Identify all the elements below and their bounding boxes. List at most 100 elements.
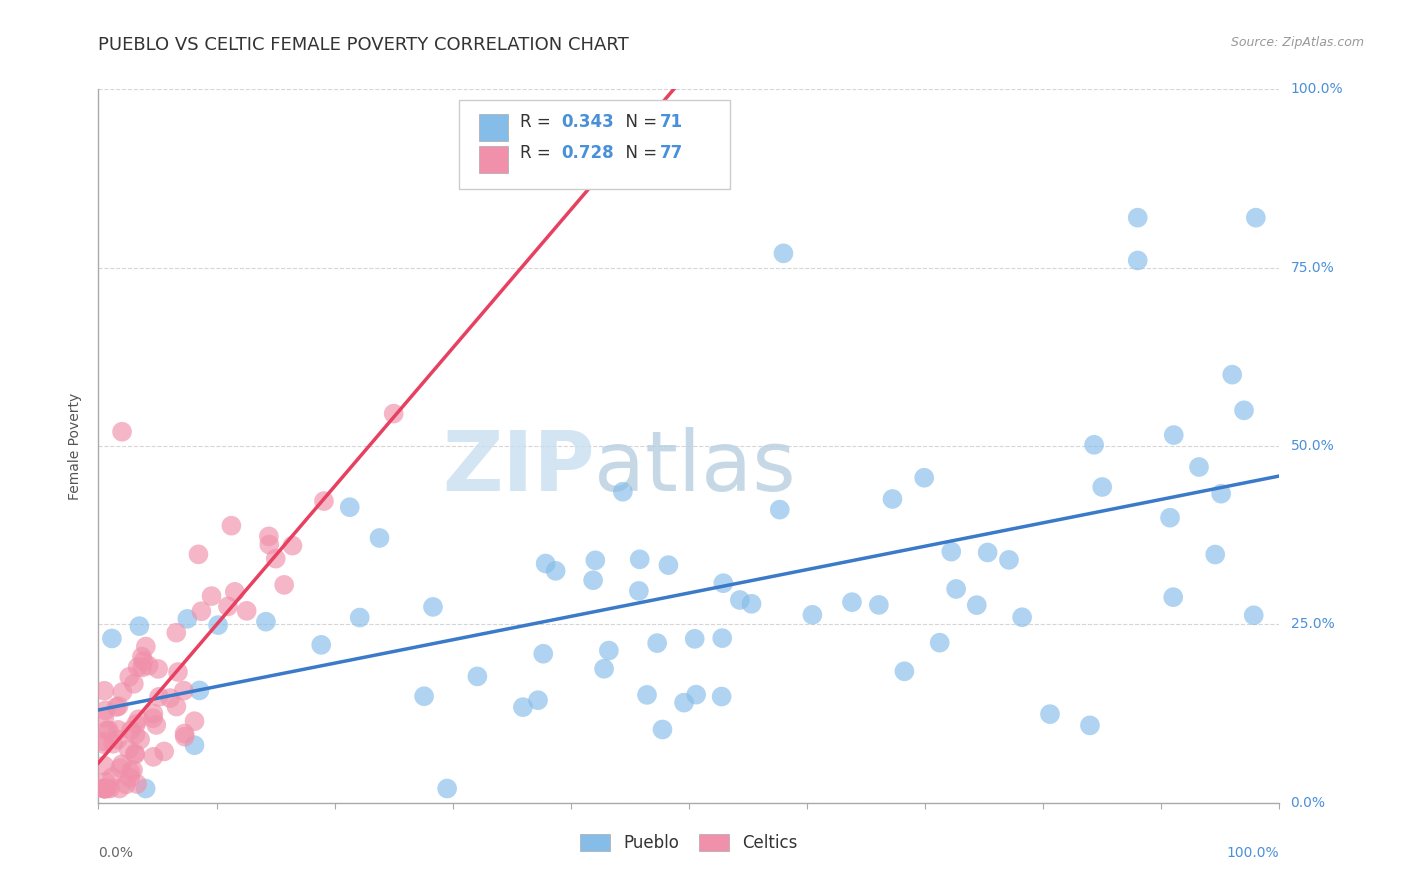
Point xyxy=(928,635,950,649)
Point xyxy=(627,583,650,598)
Point xyxy=(224,585,246,599)
Point xyxy=(1159,510,1181,524)
Point xyxy=(101,737,124,751)
Point xyxy=(93,758,115,772)
Point xyxy=(122,677,145,691)
Point xyxy=(1204,548,1226,562)
Point xyxy=(1244,211,1267,225)
Point xyxy=(868,598,890,612)
Point xyxy=(207,618,229,632)
Point xyxy=(612,484,634,499)
Point xyxy=(683,632,706,646)
Point xyxy=(1233,403,1256,417)
Point xyxy=(1211,486,1233,500)
Point xyxy=(527,693,550,707)
Point xyxy=(534,557,557,571)
Point xyxy=(128,619,150,633)
Point xyxy=(1083,438,1105,452)
Point xyxy=(1163,428,1185,442)
Text: Source: ZipAtlas.com: Source: ZipAtlas.com xyxy=(1230,36,1364,49)
Point xyxy=(657,558,679,573)
Point xyxy=(93,781,115,796)
Text: 0.343: 0.343 xyxy=(561,113,614,131)
Point xyxy=(173,726,195,740)
Point xyxy=(110,761,132,775)
Point xyxy=(281,539,304,553)
Text: 0.0%: 0.0% xyxy=(98,846,134,860)
Point xyxy=(96,723,118,738)
Point xyxy=(1161,590,1184,604)
Point xyxy=(772,246,794,260)
Text: 77: 77 xyxy=(659,145,683,162)
Point xyxy=(422,599,444,614)
Point xyxy=(93,781,115,796)
Point xyxy=(598,643,620,657)
Point xyxy=(413,690,436,704)
Point xyxy=(183,738,205,752)
Point xyxy=(309,638,332,652)
Point xyxy=(138,658,160,673)
Point xyxy=(711,631,734,645)
Text: R =: R = xyxy=(520,113,555,131)
Point xyxy=(467,669,489,683)
Text: 75.0%: 75.0% xyxy=(1291,260,1334,275)
Point xyxy=(153,744,176,758)
Point xyxy=(841,595,863,609)
Point xyxy=(145,718,167,732)
Legend: Pueblo, Celtics: Pueblo, Celtics xyxy=(574,827,804,859)
Point xyxy=(132,654,155,668)
Point xyxy=(1091,480,1114,494)
Point xyxy=(312,494,335,508)
Point xyxy=(998,553,1021,567)
Point xyxy=(142,749,165,764)
Point xyxy=(966,598,988,612)
Point xyxy=(93,781,115,796)
Point xyxy=(190,604,212,618)
Point xyxy=(120,764,142,779)
Point xyxy=(257,537,280,551)
Point xyxy=(127,660,149,674)
Point xyxy=(436,781,458,796)
Point xyxy=(882,491,904,506)
Point xyxy=(93,683,115,698)
Point xyxy=(264,551,287,566)
Point xyxy=(645,636,668,650)
Point xyxy=(131,649,153,664)
Point xyxy=(349,610,371,624)
Point xyxy=(673,696,696,710)
Point xyxy=(628,552,651,566)
Point xyxy=(941,544,963,558)
Point xyxy=(1243,608,1265,623)
Point xyxy=(1039,707,1062,722)
Point xyxy=(122,763,145,777)
Point xyxy=(135,781,157,796)
Point xyxy=(893,665,915,679)
Point xyxy=(120,771,142,785)
Point xyxy=(97,723,120,738)
Point xyxy=(111,757,134,772)
Point xyxy=(728,593,751,607)
Point xyxy=(115,777,138,791)
Text: 0.0%: 0.0% xyxy=(1291,796,1326,810)
Point xyxy=(98,781,121,796)
Point xyxy=(1126,211,1149,225)
Point xyxy=(108,781,131,796)
Point xyxy=(165,699,187,714)
Point xyxy=(741,597,763,611)
Point xyxy=(93,711,115,725)
Point xyxy=(124,747,146,761)
FancyBboxPatch shape xyxy=(478,114,508,141)
Point xyxy=(368,531,391,545)
Point xyxy=(1011,610,1033,624)
Text: 100.0%: 100.0% xyxy=(1227,846,1279,860)
Point xyxy=(801,607,824,622)
Point xyxy=(96,781,118,796)
Point xyxy=(254,615,277,629)
Point xyxy=(1188,460,1211,475)
Text: atlas: atlas xyxy=(595,427,796,508)
Point xyxy=(131,660,153,674)
Point xyxy=(128,712,150,726)
Text: 25.0%: 25.0% xyxy=(1291,617,1334,632)
Text: 50.0%: 50.0% xyxy=(1291,439,1334,453)
Point xyxy=(636,688,658,702)
